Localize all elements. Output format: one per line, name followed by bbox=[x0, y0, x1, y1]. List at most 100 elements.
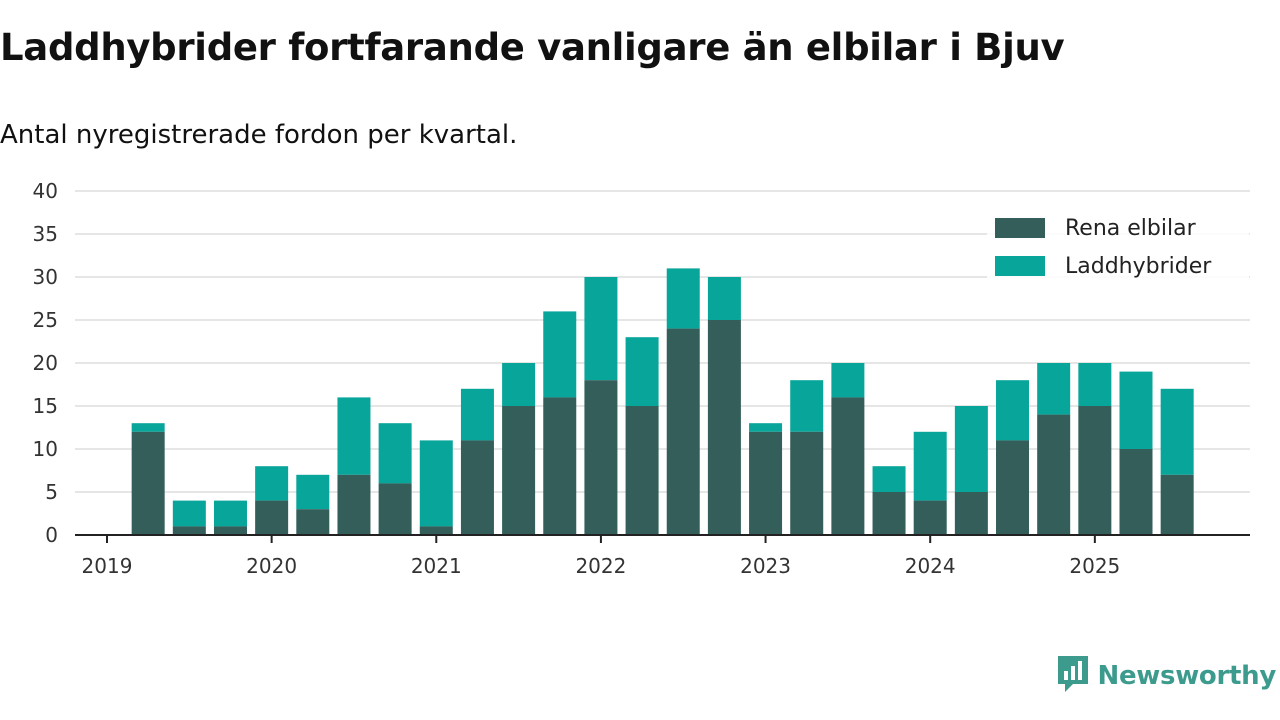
bar-stack bbox=[913, 431, 947, 535]
bar-laddhybrider bbox=[296, 474, 330, 510]
bar-laddhybrider bbox=[255, 466, 289, 501]
bar-stack bbox=[255, 466, 289, 535]
bar-stack bbox=[1037, 363, 1071, 535]
bar-stack bbox=[707, 277, 741, 535]
bar-stack bbox=[872, 466, 906, 535]
y-tick-label: 5 bbox=[45, 480, 58, 504]
y-tick-label: 35 bbox=[33, 222, 58, 246]
bar-rena-elbilar bbox=[1160, 474, 1194, 535]
bar-stack bbox=[337, 397, 371, 535]
bar-rena-elbilar bbox=[502, 406, 536, 535]
bar-stack bbox=[790, 380, 824, 535]
bar-laddhybrider bbox=[584, 277, 618, 381]
bar-rena-elbilar bbox=[1119, 449, 1153, 535]
bar-rena-elbilar bbox=[913, 500, 947, 535]
bar-stack bbox=[172, 500, 206, 535]
bar-stack bbox=[1160, 388, 1194, 535]
bar-laddhybrider bbox=[913, 431, 947, 501]
bar-rena-elbilar bbox=[378, 483, 412, 535]
legend-label: Laddhybrider bbox=[1065, 254, 1212, 279]
chart-subtitle: Antal nyregistrerade fordon per kvartal. bbox=[0, 120, 518, 150]
bar-rena-elbilar bbox=[419, 526, 453, 535]
bar-laddhybrider bbox=[707, 277, 741, 320]
bar-laddhybrider bbox=[625, 337, 659, 406]
bar-rena-elbilar bbox=[996, 440, 1030, 535]
bar-laddhybrider bbox=[337, 397, 371, 475]
y-tick-label: 40 bbox=[33, 179, 58, 203]
bar-stack bbox=[502, 363, 536, 535]
bar-rena-elbilar bbox=[584, 380, 618, 535]
bar-stack bbox=[749, 423, 783, 535]
bar-laddhybrider bbox=[1037, 363, 1071, 415]
bar-laddhybrider bbox=[378, 423, 412, 484]
bar-stack bbox=[996, 380, 1030, 535]
x-tick-label: 2022 bbox=[575, 554, 626, 578]
bar-laddhybrider bbox=[872, 466, 906, 492]
bar-rena-elbilar bbox=[831, 397, 865, 535]
chart-title: Laddhybrider fortfarande vanligare än el… bbox=[0, 26, 1065, 69]
bar-stack bbox=[296, 474, 330, 535]
bar-laddhybrider bbox=[790, 380, 824, 432]
y-tick-label: 20 bbox=[33, 351, 58, 375]
y-tick-label: 10 bbox=[33, 437, 58, 461]
x-tick-label: 2024 bbox=[905, 554, 956, 578]
bar-stack bbox=[213, 500, 247, 535]
brand-footer: Newsworthy bbox=[1056, 654, 1276, 698]
bar-laddhybrider bbox=[666, 268, 700, 329]
bar-rena-elbilar bbox=[460, 440, 494, 535]
bar-laddhybrider bbox=[954, 406, 988, 492]
bar-stack bbox=[1078, 363, 1112, 535]
bar-rena-elbilar bbox=[172, 526, 206, 535]
y-tick-label: 25 bbox=[33, 308, 58, 332]
bar-rena-elbilar bbox=[1078, 406, 1112, 535]
bar-laddhybrider bbox=[1160, 388, 1194, 475]
bar-stack bbox=[831, 363, 865, 535]
bar-rena-elbilar bbox=[131, 431, 165, 535]
bar-rena-elbilar bbox=[666, 328, 700, 535]
x-tick-label: 2025 bbox=[1069, 554, 1120, 578]
bar-rena-elbilar bbox=[1037, 414, 1071, 535]
y-tick-label: 0 bbox=[45, 523, 58, 547]
bar-stack bbox=[584, 277, 618, 535]
bar-rena-elbilar bbox=[255, 500, 289, 535]
bar-laddhybrider bbox=[749, 423, 783, 432]
bar-stack bbox=[954, 406, 988, 535]
x-tick-label: 2019 bbox=[82, 554, 133, 578]
bar-rena-elbilar bbox=[749, 431, 783, 535]
bar-rena-elbilar bbox=[954, 492, 988, 535]
bar-stack bbox=[1119, 371, 1153, 535]
brand-name: Newsworthy bbox=[1097, 661, 1277, 691]
bar-laddhybrider bbox=[419, 440, 453, 527]
legend-label: Rena elbilar bbox=[1065, 216, 1197, 241]
bar-stack bbox=[131, 423, 165, 535]
bar-laddhybrider bbox=[996, 380, 1030, 441]
x-tick-label: 2021 bbox=[411, 554, 462, 578]
legend: Rena elbilar Laddhybrider bbox=[987, 207, 1249, 291]
bar-stack bbox=[419, 440, 453, 535]
bar-stack bbox=[666, 268, 700, 535]
bar-laddhybrider bbox=[502, 363, 536, 406]
bar-rena-elbilar bbox=[296, 509, 330, 535]
y-tick-label: 30 bbox=[33, 265, 58, 289]
bar-rena-elbilar bbox=[790, 431, 824, 535]
bar-laddhybrider bbox=[460, 388, 494, 441]
x-tick-label: 2023 bbox=[740, 554, 791, 578]
bar-rena-elbilar bbox=[543, 397, 577, 535]
bar-stack bbox=[378, 423, 412, 535]
bar-rena-elbilar bbox=[337, 474, 371, 535]
bar-laddhybrider bbox=[131, 423, 165, 432]
newsworthy-logo-icon bbox=[1056, 654, 1090, 698]
bar-laddhybrider bbox=[172, 500, 206, 527]
bar-rena-elbilar bbox=[707, 320, 741, 535]
bar-stack bbox=[543, 311, 577, 535]
bar-laddhybrider bbox=[543, 311, 577, 398]
x-tick-label: 2020 bbox=[246, 554, 297, 578]
bar-stack bbox=[625, 337, 659, 535]
y-tick-label: 15 bbox=[33, 394, 58, 418]
bar-rena-elbilar bbox=[872, 492, 906, 535]
bar-laddhybrider bbox=[213, 500, 247, 527]
bar-rena-elbilar bbox=[625, 406, 659, 535]
bar-laddhybrider bbox=[1078, 363, 1112, 406]
bar-stack bbox=[460, 388, 494, 535]
